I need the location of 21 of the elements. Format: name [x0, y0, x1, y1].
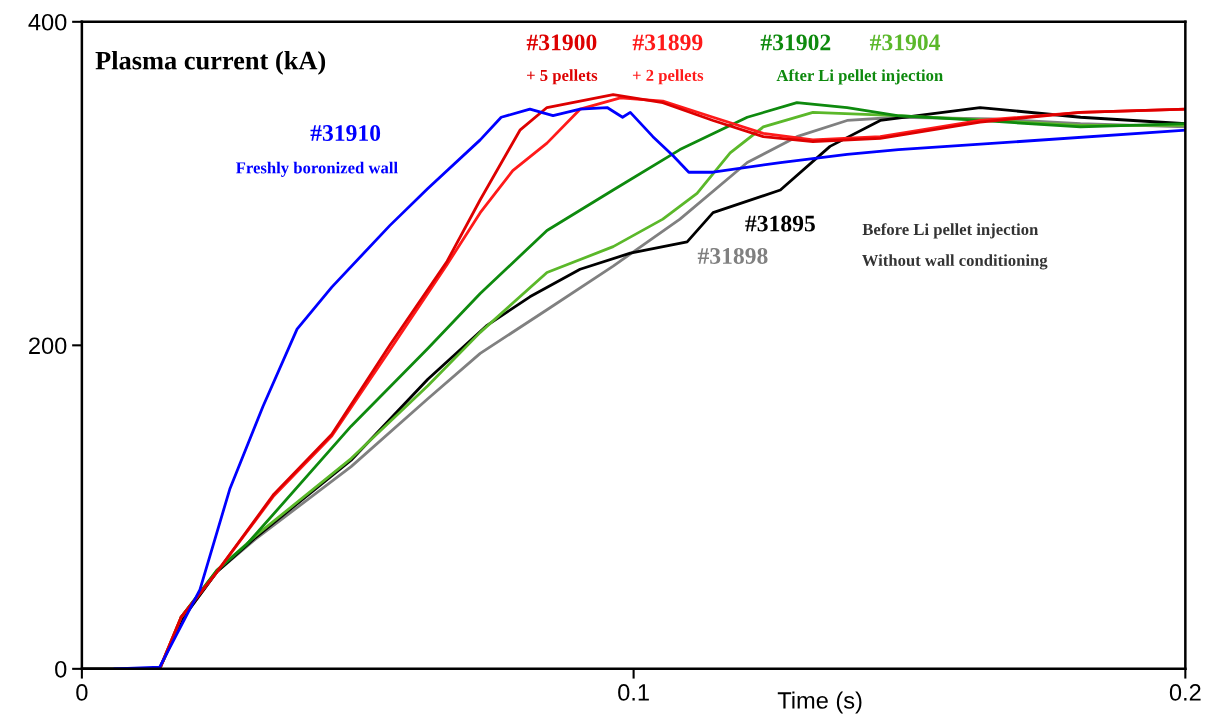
annotation: Freshly boronized wall: [236, 161, 398, 177]
text: #31904: [869, 34, 941, 51]
series-label: #31895: [745, 215, 815, 232]
annotation: After Li pellet injection: [776, 69, 943, 85]
annotation: + 2 pellets: [632, 69, 704, 85]
series-label: #31900: [526, 34, 597, 51]
text: #31902: [760, 34, 831, 51]
annotation: + 5 pellets: [527, 69, 598, 85]
text: #31910: [310, 125, 381, 141]
x-tick-label: 0.2: [1169, 684, 1201, 701]
x-tick-label: 0.1: [618, 684, 649, 701]
annotation: Before Li pellet injection: [862, 223, 1039, 239]
text: #31899: [632, 34, 703, 51]
x-axis-title: Time (s): [777, 691, 862, 714]
series-label: #31898: [697, 247, 768, 264]
y-tick-label: 400: [28, 13, 67, 31]
y-tick-label: 200: [29, 337, 67, 355]
text: Plasma current (kA): [95, 50, 326, 75]
x-tick-label: 0: [76, 684, 88, 701]
annotation: Without wall conditioning: [862, 254, 1048, 270]
y-tick-label: 0: [55, 660, 67, 678]
